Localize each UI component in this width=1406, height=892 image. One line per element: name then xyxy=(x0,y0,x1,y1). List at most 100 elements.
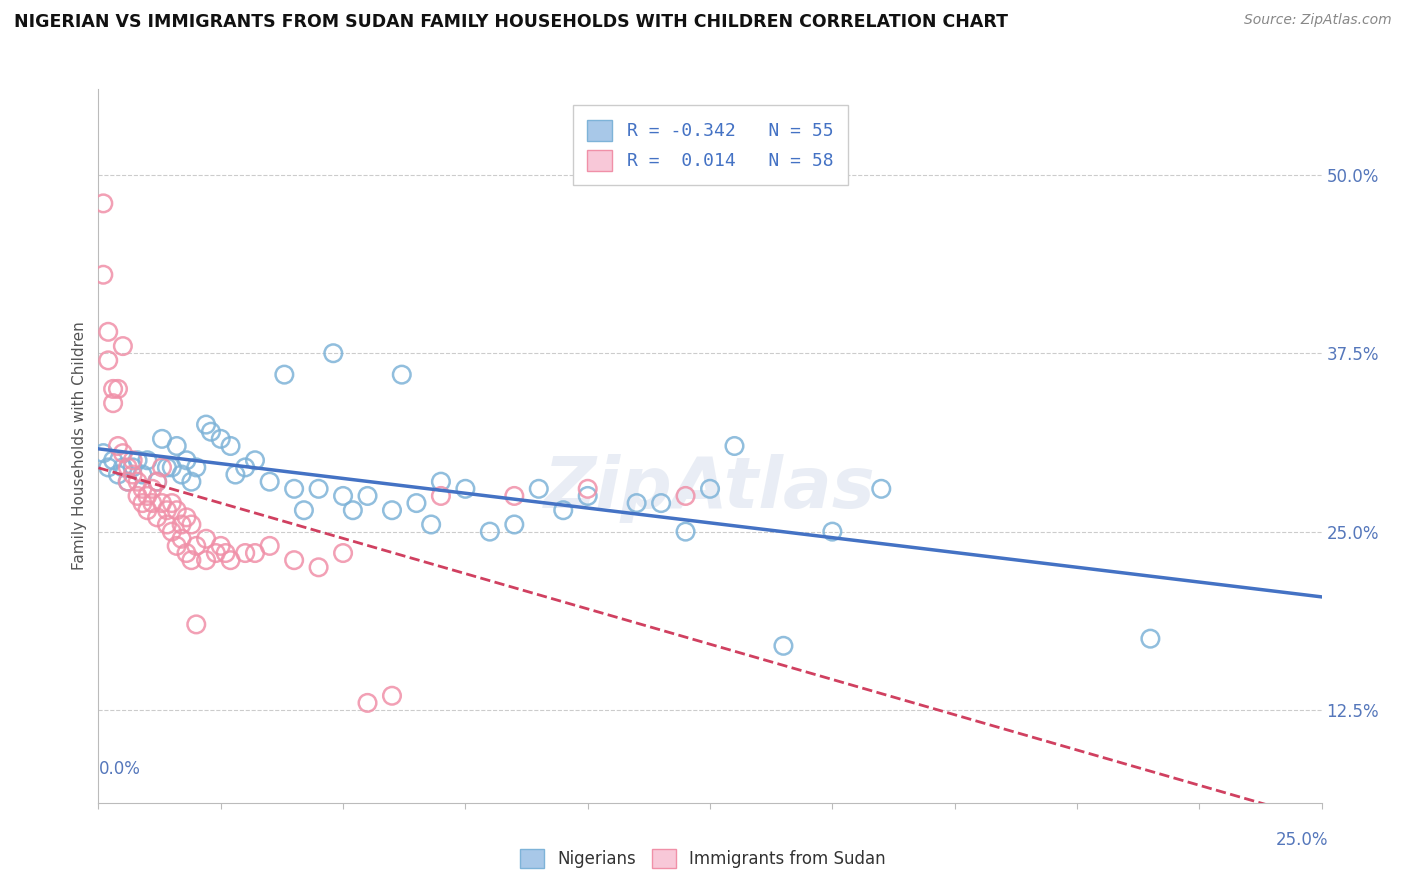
Point xyxy=(283,482,305,496)
Point xyxy=(405,496,427,510)
Point xyxy=(626,496,648,510)
Point xyxy=(91,268,114,282)
Point xyxy=(356,489,378,503)
Legend: R = -0.342   N = 55, R =  0.014   N = 58: R = -0.342 N = 55, R = 0.014 N = 58 xyxy=(572,105,848,185)
Point xyxy=(97,325,120,339)
Point xyxy=(180,517,202,532)
Point xyxy=(136,453,159,467)
Point xyxy=(723,439,745,453)
Point xyxy=(127,475,149,489)
Point xyxy=(176,510,198,524)
Point xyxy=(195,417,218,432)
Point xyxy=(150,496,173,510)
Point xyxy=(121,460,143,475)
Point xyxy=(356,696,378,710)
Point xyxy=(117,475,139,489)
Point xyxy=(146,510,169,524)
Point xyxy=(170,517,193,532)
Point xyxy=(150,460,173,475)
Text: ZipAtlas: ZipAtlas xyxy=(544,454,876,524)
Point xyxy=(332,489,354,503)
Point xyxy=(156,517,179,532)
Point xyxy=(420,517,443,532)
Point xyxy=(170,532,193,546)
Point xyxy=(91,446,114,460)
Point xyxy=(121,453,143,467)
Point xyxy=(430,489,453,503)
Point xyxy=(111,446,134,460)
Point xyxy=(141,482,163,496)
Point xyxy=(156,503,179,517)
Point xyxy=(146,475,169,489)
Point xyxy=(870,482,893,496)
Point xyxy=(160,496,183,510)
Point xyxy=(342,503,364,517)
Point xyxy=(176,546,198,560)
Point xyxy=(136,503,159,517)
Point xyxy=(308,560,330,574)
Point xyxy=(127,453,149,467)
Point xyxy=(224,467,246,482)
Point xyxy=(699,482,721,496)
Point xyxy=(195,532,218,546)
Point xyxy=(170,467,193,482)
Point xyxy=(97,460,120,475)
Point xyxy=(478,524,501,539)
Point xyxy=(527,482,550,496)
Point xyxy=(166,539,188,553)
Point xyxy=(91,196,114,211)
Point xyxy=(553,503,575,517)
Point xyxy=(650,496,672,510)
Point xyxy=(209,539,232,553)
Point xyxy=(176,453,198,467)
Point xyxy=(186,617,208,632)
Point xyxy=(322,346,344,360)
Point xyxy=(186,460,208,475)
Point xyxy=(156,460,179,475)
Point xyxy=(821,524,844,539)
Point xyxy=(233,460,256,475)
Point xyxy=(160,524,183,539)
Point xyxy=(141,496,163,510)
Point xyxy=(180,475,202,489)
Point xyxy=(243,546,266,560)
Point xyxy=(180,553,202,567)
Point xyxy=(111,339,134,353)
Point xyxy=(101,453,124,467)
Point xyxy=(111,460,134,475)
Point xyxy=(205,546,228,560)
Point xyxy=(166,439,188,453)
Legend: Nigerians, Immigrants from Sudan: Nigerians, Immigrants from Sudan xyxy=(513,842,893,875)
Point xyxy=(381,503,404,517)
Point xyxy=(136,489,159,503)
Point xyxy=(243,453,266,467)
Point xyxy=(259,539,281,553)
Point xyxy=(1139,632,1161,646)
Point xyxy=(117,460,139,475)
Point xyxy=(273,368,295,382)
Point xyxy=(97,353,120,368)
Point xyxy=(131,467,153,482)
Point xyxy=(675,489,697,503)
Point xyxy=(219,439,242,453)
Point xyxy=(772,639,794,653)
Text: 25.0%: 25.0% xyxy=(1277,831,1329,849)
Point xyxy=(214,546,236,560)
Point xyxy=(160,460,183,475)
Point xyxy=(131,496,153,510)
Point xyxy=(131,482,153,496)
Point xyxy=(219,553,242,567)
Point xyxy=(454,482,477,496)
Point xyxy=(121,467,143,482)
Point xyxy=(150,432,173,446)
Point xyxy=(101,382,124,396)
Point xyxy=(292,503,315,517)
Point xyxy=(209,432,232,446)
Point xyxy=(127,489,149,503)
Point xyxy=(200,425,222,439)
Point xyxy=(107,382,129,396)
Point xyxy=(381,689,404,703)
Point xyxy=(430,475,453,489)
Text: Source: ZipAtlas.com: Source: ZipAtlas.com xyxy=(1244,13,1392,28)
Point xyxy=(186,539,208,553)
